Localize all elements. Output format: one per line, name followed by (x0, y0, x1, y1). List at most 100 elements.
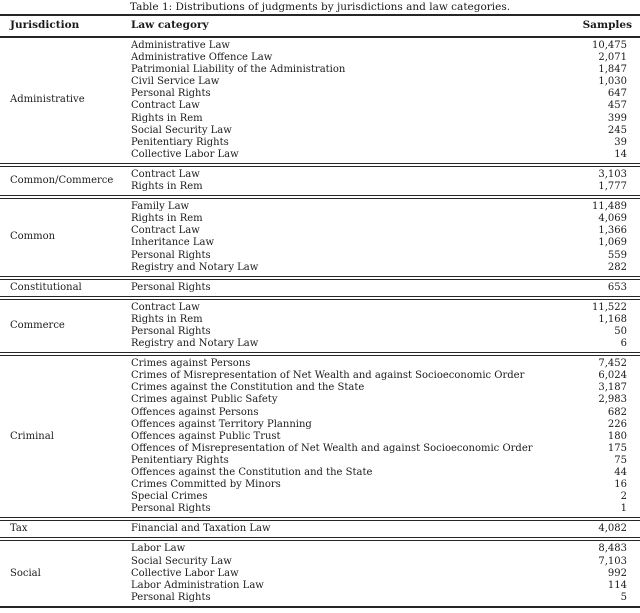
samples-cell: 457 (607, 100, 627, 112)
samples-cell: 1,366 (598, 225, 627, 237)
samples-cell: 653 (607, 281, 627, 293)
table-row: Tax Financial and Taxation Law 4,082 (0, 519, 640, 539)
law-category-cell: Offences against Territory Planning (131, 418, 312, 430)
law-category-cell: Offences against Persons (131, 406, 259, 418)
jurisdiction-cell: Criminal (10, 430, 54, 442)
law-category-cell: Crimes against Persons (131, 358, 251, 370)
law-category-cell: Collective Labor Law (131, 567, 239, 579)
samples-cell: 647 (607, 88, 627, 100)
jurisdiction-section: Constitutional Personal Rights 653 (0, 277, 640, 298)
law-category-cell: Contract Law (131, 301, 200, 313)
table-row: Special Crimes 2 (0, 491, 640, 503)
law-category-cell: Rights in Rem (131, 112, 203, 124)
table-row: Crimes Committed by Minors 16 (0, 479, 640, 491)
samples-cell: 5 (620, 591, 627, 603)
table-row: Collective Labor Law 14 (0, 149, 640, 165)
samples-cell: 114 (607, 579, 627, 591)
table-row: Crimes of Misrepresentation of Net Wealt… (0, 370, 640, 382)
samples-cell: 1,069 (598, 237, 627, 249)
table-row: Administrative Offence Law 2,071 (0, 52, 640, 64)
table-row: Offences against Territory Planning 226 (0, 419, 640, 431)
law-category-cell: Contract Law (131, 225, 200, 237)
law-category-cell: Personal Rights (131, 325, 211, 337)
jurisdiction-section: Commerce Contract Law 11,522 Rights in Rem 1… (0, 297, 640, 354)
samples-cell: 282 (607, 261, 627, 273)
samples-cell: 3,187 (598, 382, 627, 394)
table-row: Inheritance Law 1,069 (0, 237, 640, 249)
law-category-cell: Social Security Law (131, 555, 232, 567)
law-category-cell: Administrative Law (131, 40, 230, 51)
column-header-law-category: Law category (131, 19, 209, 31)
law-category-cell: Financial and Taxation Law (131, 523, 271, 535)
table-row: Personal Rights 50 (0, 326, 640, 338)
table-row: Personal Rights 559 (0, 250, 640, 262)
law-category-cell: Penitentiary Rights (131, 454, 229, 466)
jurisdiction-section: Administrative Administrative Law 10,475 Ad… (0, 37, 640, 165)
samples-cell: 1,030 (598, 76, 627, 88)
samples-cell: 39 (614, 136, 627, 148)
table-row: Rights in Rem 1,168 (0, 314, 640, 326)
law-category-cell: Offences against Public Trust (131, 430, 281, 442)
table-row: Commerce Contract Law 11,522 (0, 298, 640, 331)
law-category-cell: Rights in Rem (131, 213, 203, 225)
samples-cell: 4,069 (598, 213, 627, 225)
samples-cell: 1,847 (598, 64, 627, 76)
table-row: Social Labor Law 8,483 (0, 539, 640, 578)
table-row: Common Family Law 11,489 (0, 197, 640, 242)
column-header-samples: Samples (582, 19, 632, 31)
jurisdiction-cell: Tax (10, 523, 28, 535)
law-category-cell: Civil Service Law (131, 76, 220, 88)
samples-cell: 1,777 (598, 181, 627, 193)
table-row: Offences of Misrepresentation of Net Wea… (0, 443, 640, 455)
table-row: Criminal Crimes against Persons 7,452 (0, 354, 640, 442)
table-caption: Table 1: Distributions of judgments by j… (129, 1, 511, 13)
jurisdiction-cell: Common (10, 231, 56, 243)
table-row: Administrative Administrative Law 10,475 (0, 37, 640, 105)
table-row: Contract Law 457 (0, 100, 640, 112)
table-header: Jurisdiction Law category Samples (0, 15, 640, 37)
samples-cell: 6,024 (598, 370, 627, 382)
law-category-cell: Crimes of Misrepresentation of Net Wealt… (131, 370, 525, 382)
table-row: Rights in Rem 399 (0, 113, 640, 125)
table-row: Registry and Notary Law 282 (0, 262, 640, 278)
samples-cell: 14 (614, 148, 627, 160)
table-row: Collective Labor Law 992 (0, 568, 640, 580)
samples-cell: 8,483 (598, 543, 627, 555)
table-row: Rights in Rem 1,777 (0, 181, 640, 197)
samples-cell: 1 (620, 503, 627, 515)
samples-cell: 3,103 (598, 168, 627, 180)
samples-cell: 75 (614, 454, 627, 466)
distributions-table: Jurisdiction Law category Samples Admini… (0, 14, 640, 608)
law-category-cell: Administrative Offence Law (131, 52, 273, 64)
law-category-cell: Labor Law (131, 543, 186, 555)
law-category-cell: Special Crimes (131, 491, 208, 503)
samples-cell: 2,071 (598, 52, 627, 64)
jurisdiction-section: Common/Commerce Contract Law 3,103 Rights i… (0, 164, 640, 197)
table-row: Labor Administration Law 114 (0, 580, 640, 592)
table-row: Offences against Persons 682 (0, 407, 640, 419)
table-row: Contract Law 1,366 (0, 225, 640, 237)
law-category-cell: Offences of Misrepresentation of Net Wea… (131, 442, 533, 454)
jurisdiction-cell: Commerce (10, 319, 65, 331)
samples-cell: 7,103 (598, 555, 627, 567)
table-row: Penitentiary Rights 39 (0, 137, 640, 149)
table-row: Constitutional Personal Rights 653 (0, 278, 640, 298)
samples-cell: 4,082 (598, 523, 627, 535)
law-category-cell: Offences against the Constitution and th… (131, 467, 373, 478)
samples-cell: 44 (614, 467, 627, 478)
table-row: Social Security Law 7,103 (0, 556, 640, 568)
law-category-cell: Social Security Law (131, 124, 232, 136)
samples-cell: 682 (607, 406, 627, 418)
law-category-cell: Inheritance Law (131, 237, 215, 249)
law-category-cell: Personal Rights (131, 249, 211, 261)
table-row: Registry and Notary Law 6 (0, 338, 640, 354)
samples-cell: 226 (607, 418, 627, 430)
samples-cell: 245 (607, 124, 627, 136)
samples-cell: 6 (620, 338, 627, 350)
samples-cell: 399 (607, 112, 627, 124)
samples-cell: 16 (614, 479, 627, 491)
law-category-cell: Rights in Rem (131, 181, 203, 193)
samples-cell: 2 (620, 491, 627, 503)
table-row: Rights in Rem 4,069 (0, 213, 640, 225)
